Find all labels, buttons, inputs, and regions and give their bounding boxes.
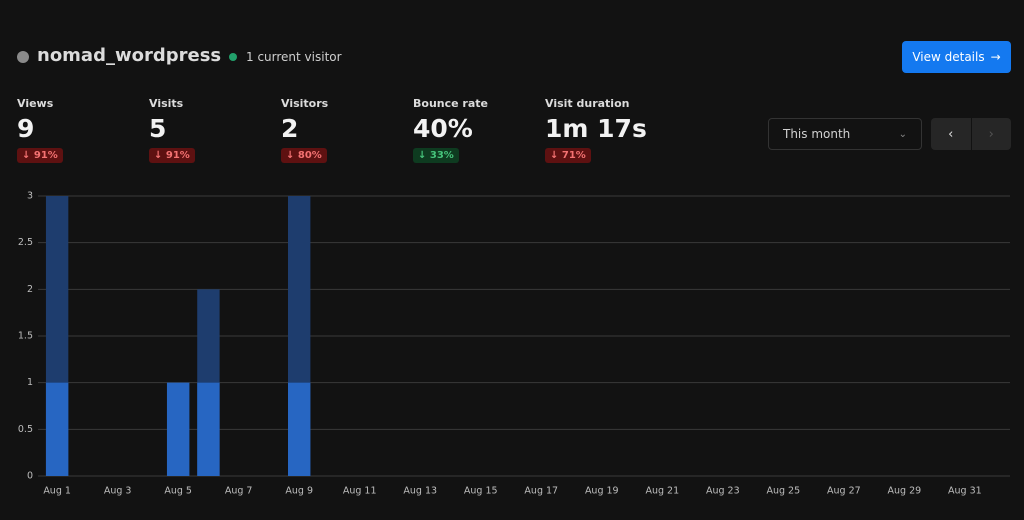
- metric-label: Visit duration: [545, 97, 630, 110]
- view-details-button[interactable]: View details →: [902, 41, 1011, 73]
- x-tick-label: Aug 27: [827, 486, 861, 497]
- prev-button[interactable]: ‹: [931, 118, 972, 150]
- down-arrow: ↓: [22, 150, 34, 161]
- x-tick-label: Aug 3: [104, 486, 132, 497]
- x-tick-label: Aug 29: [888, 486, 922, 497]
- y-tick-label: 2: [27, 284, 33, 295]
- x-tick-label: Aug 23: [706, 486, 740, 497]
- x-tick-label: Aug 31: [948, 486, 982, 497]
- metric-label: Views: [17, 97, 54, 110]
- site-icon: [17, 51, 29, 63]
- next-button[interactable]: ›: [971, 118, 1011, 150]
- down-arrow: ↓: [550, 150, 562, 161]
- y-tick-label: 2.5: [18, 237, 33, 248]
- metric: Visit duration 1m 17s ↓ 71%: [545, 97, 647, 163]
- change-badge: ↓ 71%: [545, 148, 591, 163]
- x-tick-label: Aug 11: [343, 486, 377, 497]
- bar: [45, 382, 69, 476]
- site-title: nomad_wordpress: [37, 45, 222, 66]
- change-value: 33%: [429, 150, 454, 161]
- change-value: 91%: [33, 150, 58, 161]
- down-arrow: ↓: [418, 150, 430, 161]
- change-value: 80%: [297, 150, 322, 161]
- down-arrow: ↓: [286, 150, 298, 161]
- date-nav: ‹ ›: [931, 118, 1011, 150]
- metric-value: 40%: [413, 114, 473, 143]
- y-tick-label: 1: [27, 377, 33, 388]
- bar: [197, 382, 220, 476]
- chevron-icon: ⌄: [898, 128, 907, 140]
- metric: Bounce rate 40% ↓ 33%: [413, 97, 488, 163]
- change-value: 91%: [165, 150, 190, 161]
- y-tick-label: 0.5: [18, 424, 33, 435]
- change-value: 71%: [561, 150, 586, 161]
- x-tick-label: Aug 13: [403, 486, 437, 497]
- date-filter[interactable]: This month ⌄: [768, 118, 922, 150]
- y-tick-label: 3: [27, 191, 33, 202]
- x-tick-label: Aug 7: [225, 486, 253, 497]
- change-badge: ↓ 91%: [17, 148, 63, 163]
- x-tick-label: Aug 19: [585, 486, 619, 497]
- bar: [166, 382, 190, 476]
- x-tick-label: Aug 15: [464, 486, 498, 497]
- live-dot: [229, 53, 237, 61]
- x-tick-label: Aug 5: [164, 486, 192, 497]
- change-badge: ↓ 33%: [413, 148, 459, 163]
- metric-label: Visits: [149, 97, 184, 110]
- metric-value: 9: [17, 114, 35, 143]
- y-tick-label: 1.5: [18, 331, 33, 342]
- change-badge: ↓ 80%: [281, 148, 327, 163]
- arrow-icon: →: [990, 50, 1001, 64]
- metric-value: 5: [149, 114, 167, 143]
- metric: Visits 5 ↓ 91%: [149, 97, 195, 163]
- chart: 0 0.5 1 1.5 2 2.5 3 Aug 1 Aug 3 Aug 5 Aug 7 Aug 9 Au…: [18, 191, 1010, 497]
- bar: [287, 382, 311, 476]
- button-label: View details: [912, 50, 985, 64]
- visitor-status: 1 current visitor: [246, 50, 342, 64]
- metric: Visitors 2 ↓ 80%: [281, 97, 328, 163]
- x-tick-label: Aug 1: [43, 486, 71, 497]
- metric-value: 1m 17s: [545, 114, 647, 143]
- metric-label: Visitors: [281, 97, 329, 110]
- change-badge: ↓ 91%: [149, 148, 195, 163]
- metric-label: Bounce rate: [413, 97, 488, 110]
- y-tick-label: 0: [27, 471, 33, 482]
- down-arrow: ↓: [154, 150, 166, 161]
- x-tick-label: Aug 21: [645, 486, 679, 497]
- x-tick-label: Aug 17: [524, 486, 558, 497]
- date-filter-label: This month: [783, 127, 851, 141]
- x-tick-label: Aug 9: [285, 486, 313, 497]
- x-tick-label: Aug 25: [766, 486, 800, 497]
- metric: Views 9 ↓ 91%: [17, 97, 63, 163]
- metric-value: 2: [281, 114, 299, 143]
